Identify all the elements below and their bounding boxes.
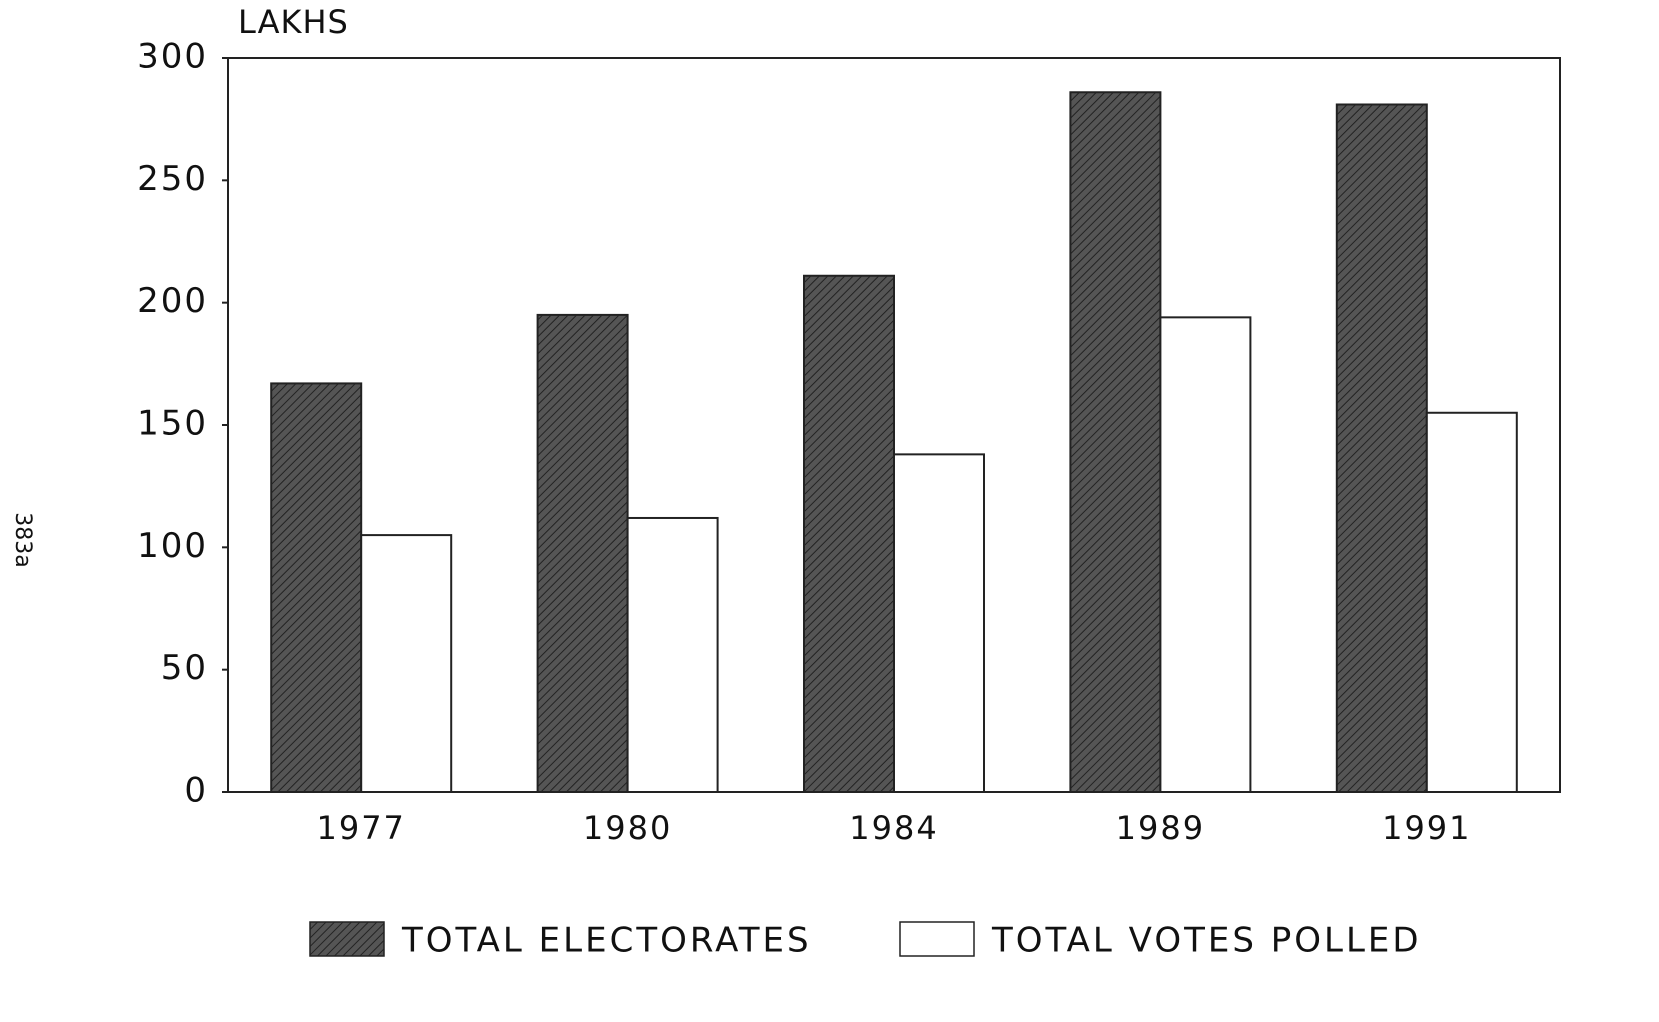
bar — [536, 313, 629, 793]
bar — [626, 516, 719, 793]
y-tick-label: 150 — [137, 404, 208, 444]
y-tick-label: 200 — [137, 281, 208, 321]
y-tick-label: 0 — [184, 771, 208, 811]
x-tick-label: 1984 — [849, 809, 938, 847]
bar — [1159, 316, 1252, 793]
legend-label: TOTAL VOTES POLLED — [991, 921, 1422, 961]
bar — [360, 534, 453, 793]
x-tick-label: 1980 — [583, 809, 672, 847]
y-tick-label: 50 — [161, 648, 208, 688]
bar — [1069, 91, 1162, 793]
y-tick-label: 100 — [137, 526, 208, 566]
y-axis-label: LAKHS — [238, 3, 349, 41]
bar — [1425, 411, 1518, 793]
bar — [803, 274, 895, 793]
bar — [270, 382, 363, 793]
x-tick-label: 1977 — [316, 809, 405, 847]
bar — [893, 453, 985, 793]
page-label: 383a — [10, 512, 35, 567]
y-tick-label: 300 — [137, 37, 208, 77]
y-tick-label: 250 — [137, 159, 208, 199]
bar — [1335, 103, 1428, 793]
legend-label: TOTAL ELECTORATES — [401, 921, 812, 961]
x-tick-label: 1989 — [1116, 809, 1205, 847]
x-tick-label: 1991 — [1382, 809, 1471, 847]
legend-swatch — [309, 921, 385, 957]
legend-swatch — [899, 921, 975, 957]
